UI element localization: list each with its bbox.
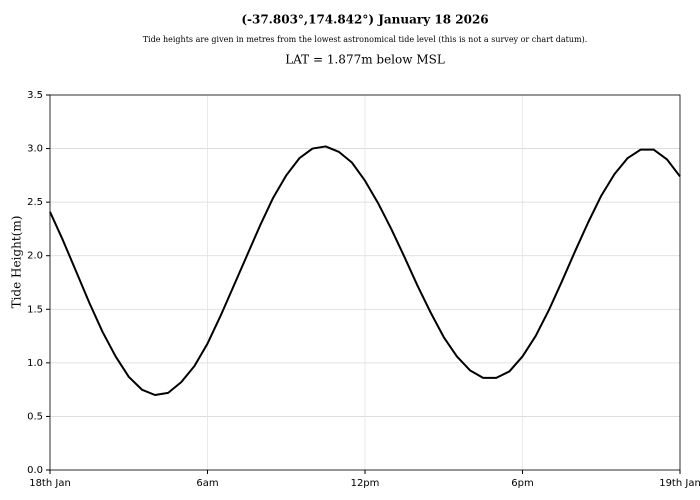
y-tick-label: 1.5 bbox=[27, 304, 43, 315]
y-tick-label: 2.0 bbox=[27, 251, 43, 262]
y-tick-label: 3.5 bbox=[27, 90, 43, 101]
plot-frame bbox=[49, 94, 681, 471]
tide-line bbox=[49, 145, 681, 396]
y-tick-label: 1.0 bbox=[27, 358, 43, 369]
chart-title: (-37.803°,174.842°) January 18 2026 bbox=[241, 13, 488, 27]
y-axis-label: Tide Height(m) bbox=[10, 216, 24, 309]
annotation: LAT = 1.877m below MSL bbox=[285, 53, 445, 67]
x-tick-label: 6pm bbox=[511, 478, 533, 489]
y-tick-label: 2.5 bbox=[27, 197, 43, 208]
chart-subtitle: Tide heights are given in metres from th… bbox=[143, 35, 588, 44]
x-tick-label: 18th Jan bbox=[29, 478, 71, 489]
y-tick-label: 0.5 bbox=[27, 411, 43, 422]
x-tick-label: 12pm bbox=[351, 478, 380, 489]
x-tick-label: 19th Jan bbox=[659, 478, 700, 489]
x-tick-label: 6am bbox=[196, 478, 218, 489]
y-tick-label: 0.0 bbox=[27, 465, 43, 476]
y-tick-label: 3.0 bbox=[27, 144, 43, 155]
